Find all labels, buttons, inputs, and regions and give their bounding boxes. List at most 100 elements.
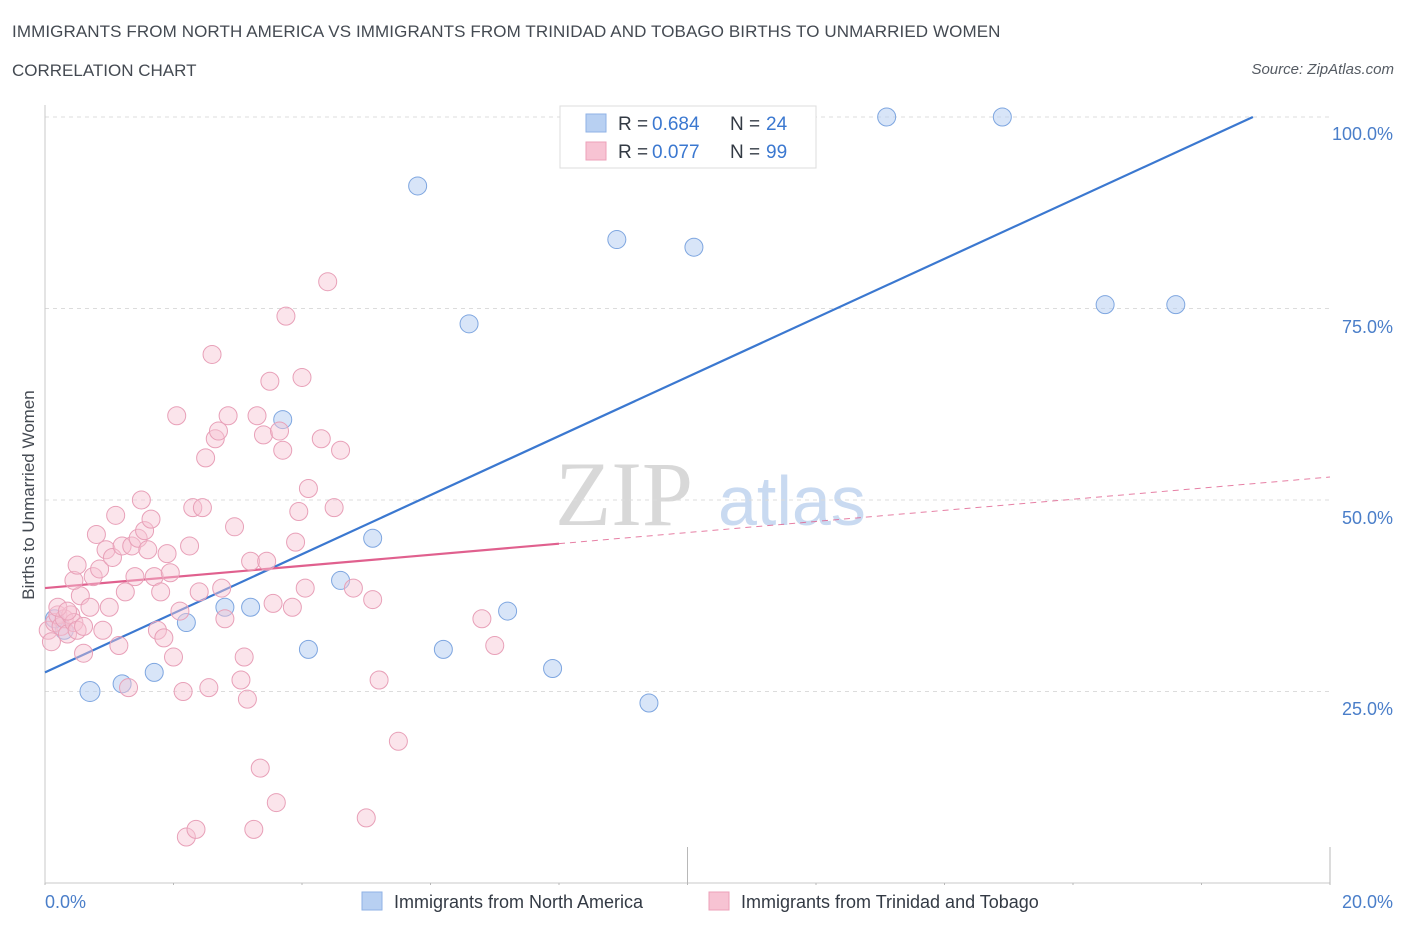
point-trinidad-81 (311, 429, 331, 449)
y-tick-label-100: 100.0% (1332, 124, 1393, 144)
point-trinidad-16 (83, 567, 103, 587)
legend-r-label: R = (618, 114, 648, 135)
point-trinidad-83 (324, 498, 344, 518)
point-trinidad-41 (164, 647, 183, 667)
point-trinidad-19 (93, 620, 113, 640)
point-trinidad-74 (276, 306, 296, 326)
point-trinidad-13 (67, 555, 87, 575)
point-trinidad-45 (176, 827, 196, 847)
point-trinidad-65 (247, 406, 267, 426)
point-trinidad-91 (485, 636, 505, 656)
point-north-america-16 (607, 230, 627, 250)
point-trinidad-76 (286, 532, 306, 552)
point-north-america-13 (459, 314, 479, 334)
point-north-america-3 (144, 662, 164, 682)
point-trinidad-49 (189, 582, 209, 602)
source-label: Source: ZipAtlas.com (1251, 61, 1394, 78)
chart-subtitle: CORRELATION CHART (12, 61, 197, 80)
point-trinidad-84 (331, 440, 351, 460)
point-trinidad-78 (292, 367, 312, 387)
point-trinidad-29 (125, 567, 145, 587)
legend-r-value: 0.684 (652, 114, 700, 135)
point-trinidad-69 (260, 371, 280, 391)
point-trinidad-93 (57, 601, 77, 621)
point-trinidad-38 (154, 628, 174, 648)
point-trinidad-15 (80, 597, 100, 617)
point-trinidad-17 (86, 524, 106, 544)
legend-label-north-america: Immigrants from North America (394, 892, 644, 912)
point-trinidad-58 (218, 406, 238, 426)
point-trinidad-77 (289, 501, 309, 521)
point-trinidad-82 (318, 272, 338, 292)
point-trinidad-37 (151, 582, 171, 602)
point-trinidad-12 (64, 570, 84, 590)
point-north-america-15 (543, 659, 563, 679)
x-tick-label-max: 20.0% (1342, 892, 1393, 912)
point-trinidad-89 (388, 731, 408, 751)
point-trinidad-60 (231, 670, 251, 690)
point-trinidad-39 (157, 544, 177, 564)
point-trinidad-52 (199, 678, 219, 698)
point-trinidad-47 (183, 498, 203, 518)
point-trinidad-75 (282, 597, 302, 617)
point-trinidad-43 (170, 601, 190, 621)
point-north-america-14 (498, 601, 518, 621)
point-trinidad-88 (369, 670, 389, 690)
point-trinidad-14 (74, 616, 94, 636)
point-north-america-17 (639, 693, 659, 713)
watermark-zip: ZIP (555, 443, 693, 545)
point-trinidad-18 (90, 559, 110, 579)
point-trinidad-27 (119, 678, 139, 698)
point-north-america-18 (684, 237, 704, 257)
point-trinidad-26 (115, 582, 135, 602)
point-north-america-6 (241, 597, 261, 617)
point-north-america-8 (298, 639, 318, 659)
point-trinidad-11 (74, 643, 94, 663)
y-axis-label: Births to Unmarried Women (19, 390, 38, 599)
point-north-america-1 (79, 681, 101, 702)
legend-swatch-pink (585, 141, 607, 161)
legend-n-value: 24 (766, 114, 788, 135)
y-tick-label-75: 75.0% (1342, 317, 1393, 337)
y-tick-label-50: 50.0% (1342, 508, 1393, 528)
point-trinidad-8 (64, 613, 84, 633)
point-trinidad-57 (215, 609, 235, 629)
point-north-america-10 (363, 528, 383, 548)
point-trinidad-48 (186, 819, 206, 839)
point-trinidad-31 (131, 490, 151, 510)
point-north-america-19 (877, 107, 897, 127)
point-trinidad-56 (212, 578, 232, 598)
point-trinidad-44 (173, 682, 193, 701)
point-trinidad-33 (138, 540, 158, 560)
point-trinidad-70 (263, 593, 283, 613)
point-trinidad-87 (363, 590, 383, 610)
point-trinidad-40 (160, 563, 180, 583)
point-north-america-20 (992, 107, 1012, 127)
legend-n-label: N = (730, 114, 760, 135)
chart-title: IMMIGRANTS FROM NORTH AMERICA VS IMMIGRA… (12, 22, 1001, 41)
point-trinidad-61 (234, 647, 254, 667)
point-trinidad-71 (266, 793, 286, 813)
point-trinidad-53 (202, 344, 222, 364)
point-trinidad-80 (298, 479, 318, 499)
point-trinidad-23 (106, 505, 126, 525)
legend-n-label: N = (730, 142, 760, 163)
x-tick-label-min: 0.0% (45, 892, 86, 912)
point-trinidad-66 (250, 758, 270, 778)
legend-r-value: 0.077 (652, 142, 700, 163)
point-north-america-11 (408, 176, 428, 196)
point-trinidad-62 (237, 689, 257, 709)
point-trinidad-20 (96, 540, 116, 560)
point-trinidad-34 (141, 509, 161, 529)
point-trinidad-24 (109, 636, 129, 656)
point-trinidad-67 (253, 425, 273, 445)
point-trinidad-21 (99, 597, 119, 617)
point-trinidad-68 (257, 551, 277, 571)
point-trinidad-90 (472, 609, 492, 629)
point-trinidad-64 (244, 819, 264, 839)
point-north-america-5 (215, 597, 235, 617)
legend-swatch-trinidad (708, 891, 730, 911)
series-legend: Immigrants from North America Immigrants… (361, 891, 1039, 912)
point-trinidad-92 (48, 597, 68, 617)
